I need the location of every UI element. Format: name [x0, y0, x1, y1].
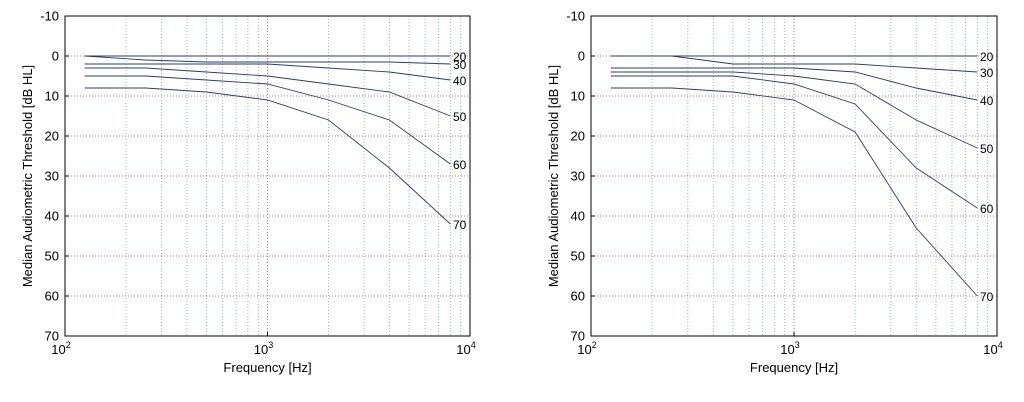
series-line-30	[610, 55, 978, 73]
series-label-50: 50	[980, 142, 994, 156]
y-tick-label: 0	[52, 49, 59, 64]
x-axis-label: Frequency [Hz]	[223, 360, 311, 375]
y-tick-label: 70	[571, 329, 585, 344]
series-label-60: 60	[453, 158, 467, 172]
series-line-30	[84, 55, 451, 65]
x-tick-label: 104	[456, 340, 475, 357]
series-line-50	[610, 71, 978, 149]
y-tick-label: 40	[571, 209, 585, 224]
series-label-30: 30	[453, 58, 467, 72]
y-tick-label: 60	[45, 289, 59, 304]
y-tick-label: 40	[45, 209, 59, 224]
series-line-40	[84, 63, 451, 81]
x-tick-label: 103	[254, 340, 273, 357]
y-tick-label: 10	[45, 89, 59, 104]
y-tick-label: 70	[45, 329, 59, 344]
y-tick-label: 50	[571, 249, 585, 264]
series-line-60	[610, 75, 978, 209]
series-line-40	[610, 67, 978, 101]
x-tick-label: 103	[780, 340, 799, 357]
y-tick-label: 50	[45, 249, 59, 264]
series-label-60: 60	[980, 202, 994, 216]
y-tick-label: 60	[571, 289, 585, 304]
y-tick-label: 10	[571, 89, 585, 104]
series-label-70: 70	[980, 290, 994, 304]
series-line-70	[84, 87, 451, 225]
y-axis-label: Median Audiometric Threshold [dB HL]	[20, 65, 35, 287]
y-tick-label: -10	[566, 9, 585, 24]
y-tick-label: 20	[571, 129, 585, 144]
series-label-70: 70	[453, 218, 467, 232]
y-axis-label: Median Audiometric Threshold [dB HL]	[546, 65, 561, 287]
y-tick-label: 20	[45, 129, 59, 144]
series-label-20: 20	[453, 50, 467, 64]
series-line-60	[84, 75, 451, 165]
y-tick-label: 30	[571, 169, 585, 184]
series-line-50	[84, 67, 451, 117]
series-label-40: 40	[453, 74, 467, 88]
x-axis-label: Frequency [Hz]	[750, 360, 838, 375]
y-tick-label: -10	[40, 9, 59, 24]
y-tick-label: 0	[578, 49, 585, 64]
x-tick-label: 102	[51, 340, 70, 357]
series-label-20: 20	[980, 50, 994, 64]
series-line-70	[610, 87, 978, 297]
y-tick-label: 30	[45, 169, 59, 184]
series-label-40: 40	[980, 94, 994, 108]
series-label-50: 50	[453, 110, 467, 124]
series-label-30: 30	[980, 66, 994, 80]
x-tick-label: 102	[577, 340, 596, 357]
x-tick-label: 104	[983, 340, 1002, 357]
